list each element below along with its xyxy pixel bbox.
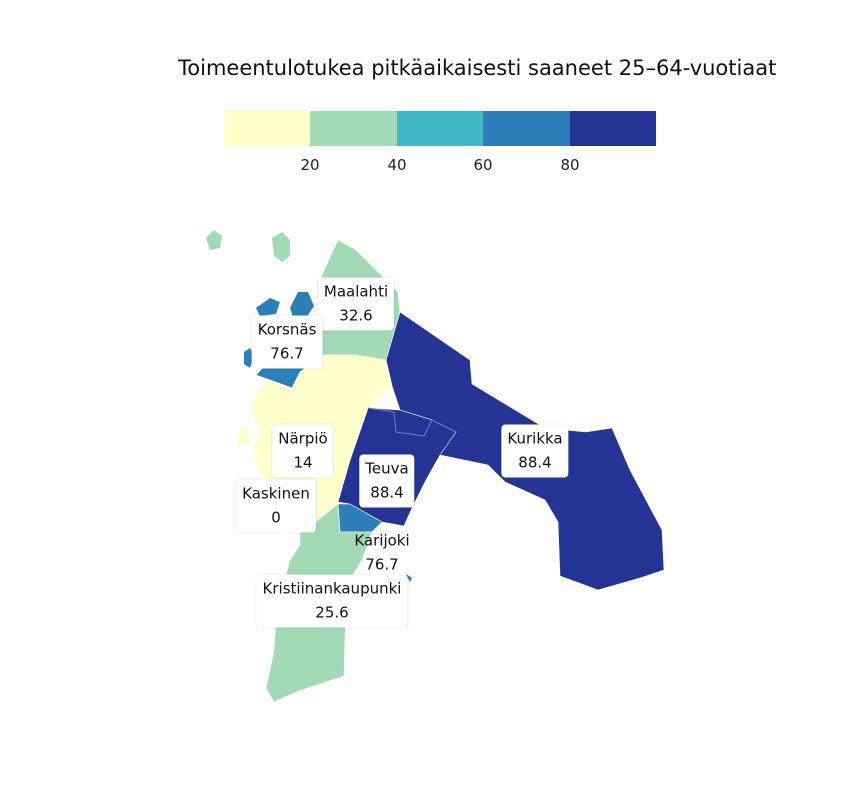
label-teuva-name: Teuva <box>365 459 409 478</box>
label-karijoki-name: Karijoki <box>354 531 410 550</box>
label-kristiinankaupunki: Kristiinankaupunki 25.6 <box>256 574 408 628</box>
label-teuva: Teuva 88.4 <box>359 454 415 508</box>
legend-tick-60: 60 <box>473 156 493 174</box>
legend-swatch-2 <box>310 111 397 146</box>
label-kaskinen-value: 0 <box>271 508 281 527</box>
color-legend <box>224 111 657 146</box>
island-2 <box>272 232 290 262</box>
border-teuva-kurikka <box>367 407 457 437</box>
label-kurikka-value: 88.4 <box>518 453 552 472</box>
korsnas-island-2 <box>290 292 314 320</box>
label-maalahti-name: Maalahti <box>323 282 389 301</box>
narpio-island <box>238 426 250 446</box>
label-narpio-value: 14 <box>293 453 313 472</box>
legend-tick-20: 20 <box>300 156 320 174</box>
label-teuva-value: 88.4 <box>370 483 404 502</box>
label-kurikka-name: Kurikka <box>507 429 563 448</box>
label-narpio: Närpiö 14 <box>272 424 334 478</box>
label-kaskinen: Kaskinen 0 <box>236 479 316 533</box>
region-karijoki-tip <box>406 574 412 582</box>
legend-swatch-1 <box>224 111 311 146</box>
korsnas-island-3 <box>244 348 254 368</box>
label-karijoki-value: 76.7 <box>365 555 399 574</box>
label-kaskinen-name: Kaskinen <box>242 484 310 503</box>
label-maalahti-value: 32.6 <box>339 306 373 325</box>
label-kristiinankaupunki-name: Kristiinankaupunki <box>262 579 402 598</box>
label-korsnas: Korsnäs 76.7 <box>251 315 323 369</box>
label-korsnas-name: Korsnäs <box>257 320 317 339</box>
label-kurikka: Kurikka 88.4 <box>501 424 569 478</box>
legend-tick-80: 80 <box>560 156 580 174</box>
label-narpio-name: Närpiö <box>278 429 328 448</box>
legend-swatch-4 <box>483 111 570 146</box>
legend-swatch-5 <box>569 111 657 146</box>
legend-tick-40: 40 <box>387 156 407 174</box>
label-kristiinankaupunki-value: 25.6 <box>315 603 349 622</box>
legend-swatch-3 <box>396 111 484 146</box>
island-1 <box>206 230 222 250</box>
label-karijoki: Karijoki 76.7 <box>348 527 415 580</box>
label-korsnas-value: 76.7 <box>270 344 304 363</box>
label-maalahti: Maalahti 32.6 <box>317 277 395 331</box>
map-title-text: Toimeentulotukea pitkäaikaisesti saaneet… <box>178 56 777 80</box>
korsnas-island-1 <box>256 298 280 316</box>
